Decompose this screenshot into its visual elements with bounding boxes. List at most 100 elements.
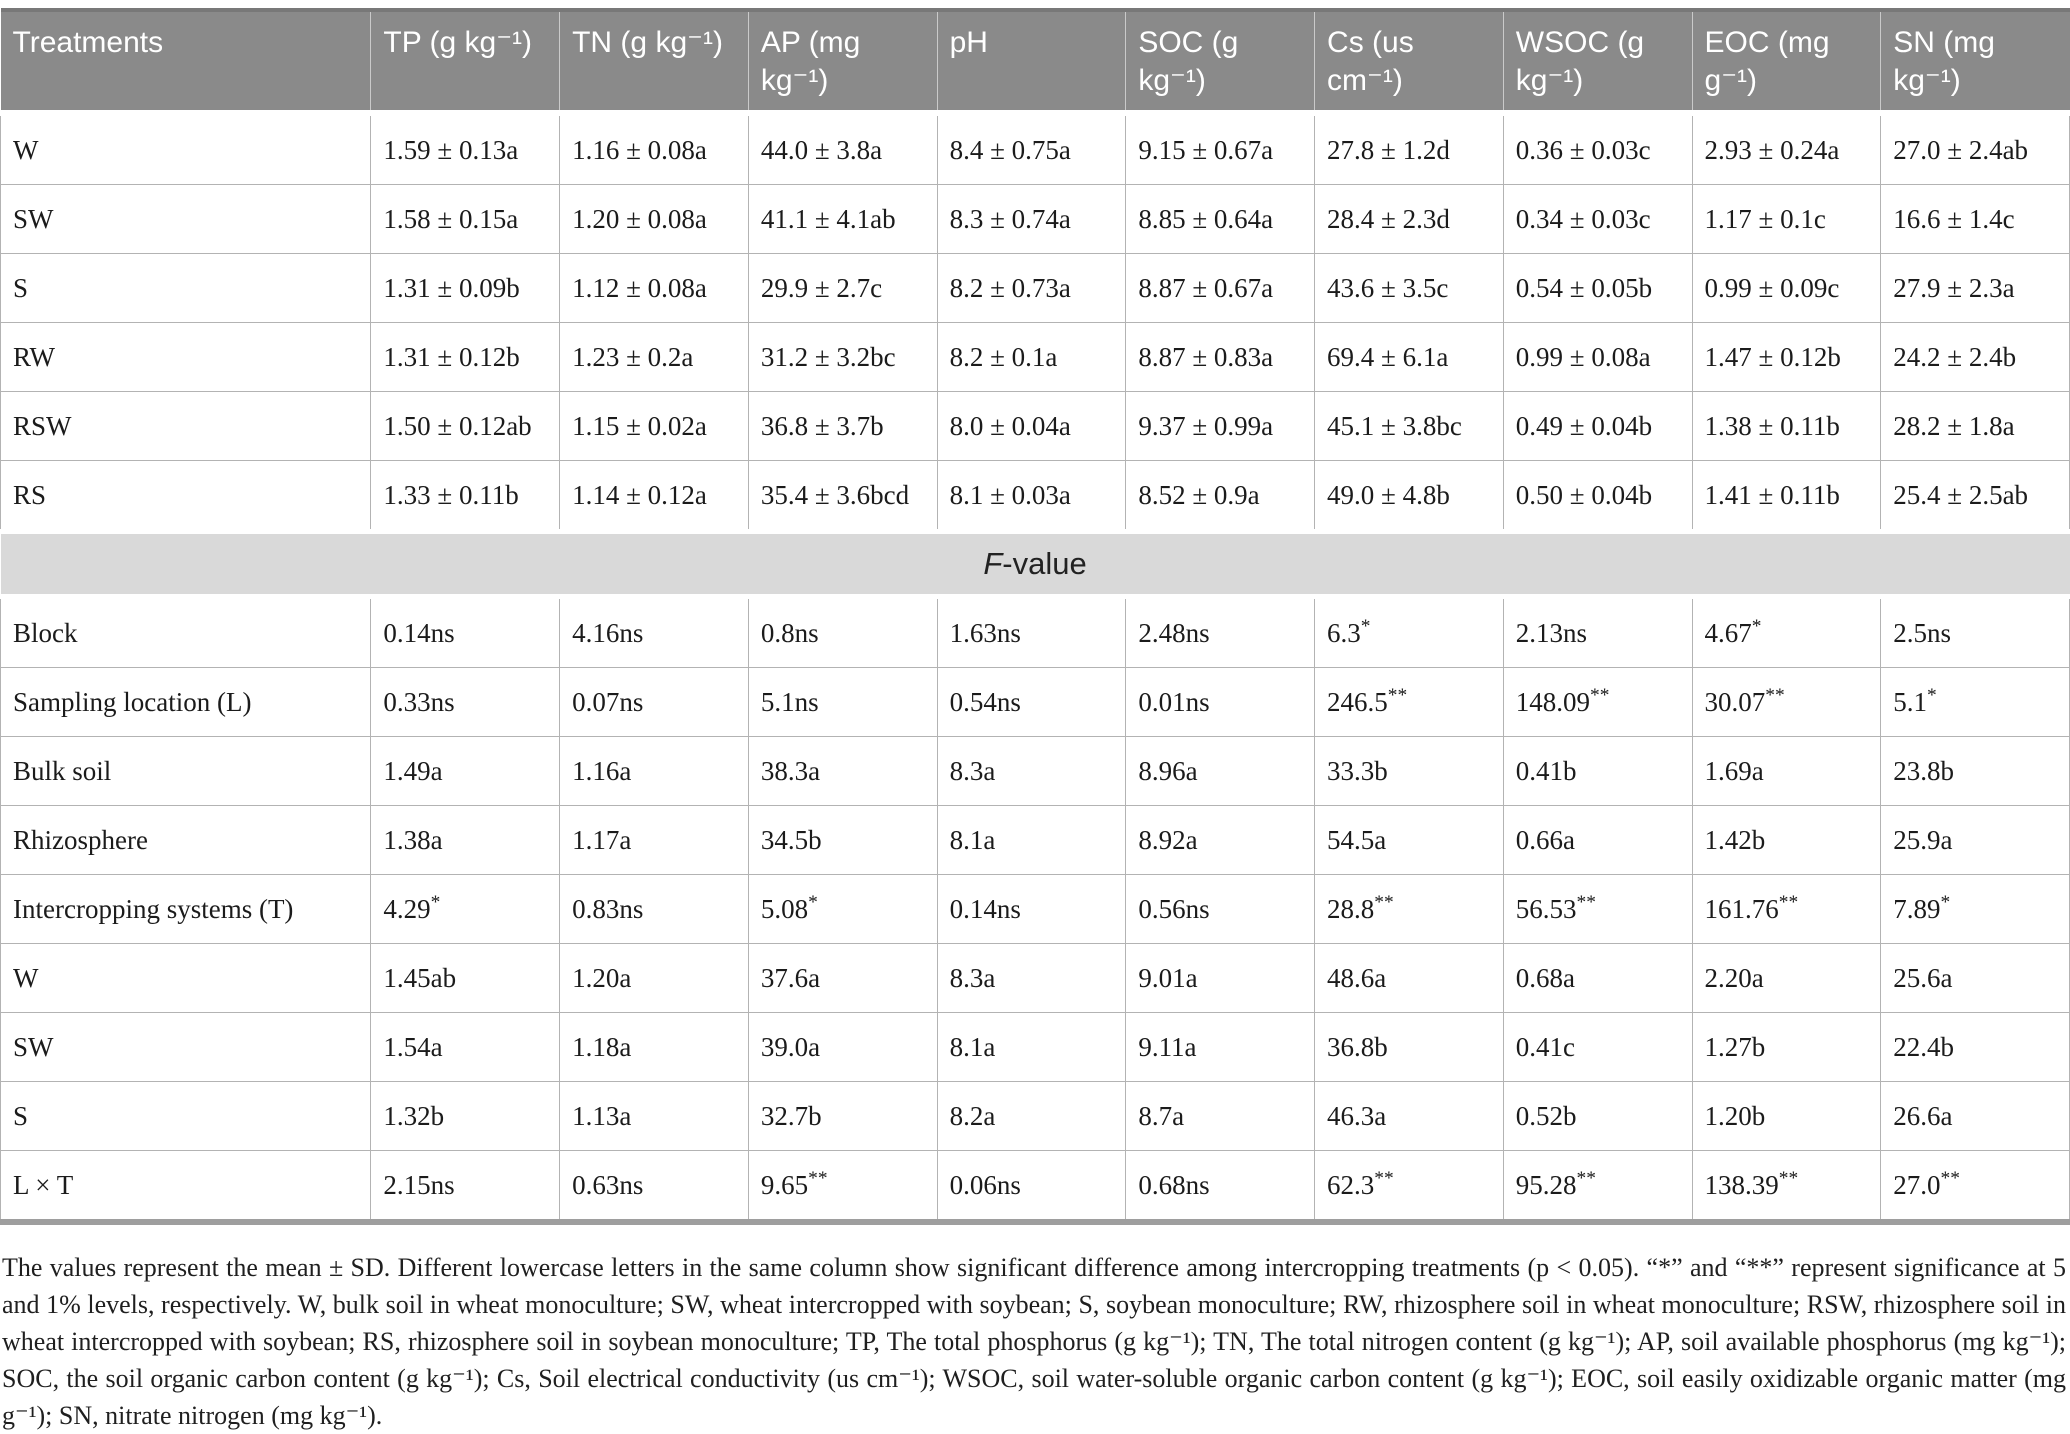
table-cell: 1.31 ± 0.09b: [370, 253, 561, 323]
table-cell: 0.56ns: [1125, 874, 1316, 944]
table-cell: 27.0 ± 2.4ab: [1880, 112, 2070, 185]
table-cell: 35.4 ± 3.6bcd: [747, 460, 938, 532]
table-cell: 28.8**: [1314, 874, 1504, 944]
table-cell: 62.3**: [1314, 1150, 1504, 1223]
header-cell: SN (mg kg⁻¹): [1880, 8, 2070, 116]
table-cell: 32.7b: [747, 1081, 938, 1151]
table-cell: 34.5b: [747, 805, 938, 875]
table-cell: 8.1a: [936, 805, 1127, 875]
table-cell: 41.1 ± 4.1ab: [747, 184, 938, 254]
table-cell: 8.3a: [936, 736, 1127, 806]
table-cell: 0.54ns: [936, 667, 1127, 737]
header-cell: TN (g kg⁻¹): [559, 8, 749, 116]
table-cell: 9.01a: [1125, 943, 1316, 1013]
table-cell: 9.11a: [1125, 1012, 1316, 1082]
table-cell: 0.07ns: [559, 667, 749, 737]
fvalue-section-cell: F-value: [0, 529, 2070, 599]
table-cell: 0.68a: [1502, 943, 1693, 1013]
header-cell: EOC (mg g⁻¹): [1691, 8, 1881, 116]
table-cell: 161.76**: [1691, 874, 1882, 944]
fvalue-label-rest: -value: [1002, 546, 1087, 581]
table-cell: 2.20a: [1691, 943, 1882, 1013]
table-cell: 25.4 ± 2.5ab: [1880, 460, 2070, 532]
table-row: S 1.31 ± 0.09b 1.12 ± 0.08a 29.9 ± 2.7c 8.2 …: [0, 253, 2070, 323]
header-cell: TP (g kg⁻¹): [370, 8, 560, 116]
table-cell: 8.1 ± 0.03a: [936, 460, 1127, 532]
fvalue-label-italic: F: [983, 546, 1003, 581]
table-cell: 1.23 ± 0.2a: [559, 322, 749, 392]
table-cell: 37.6a: [747, 943, 938, 1013]
table-cell: 1.69a: [1691, 736, 1882, 806]
table-cell: 46.3a: [1314, 1081, 1504, 1151]
table-cell: 54.5a: [1314, 805, 1504, 875]
table-cell: 39.0a: [747, 1012, 938, 1082]
table-cell: 1.20b: [1691, 1081, 1882, 1151]
table-cell: 30.07**: [1691, 667, 1882, 737]
table-cell: 44.0 ± 3.8a: [747, 112, 938, 185]
table-cell: 69.4 ± 6.1a: [1314, 322, 1504, 392]
table-cell: 0.14ns: [936, 874, 1127, 944]
table-cell: 22.4b: [1880, 1012, 2070, 1082]
table-cell: 7.89*: [1880, 874, 2070, 944]
table-cell: 0.36 ± 0.03c: [1502, 112, 1693, 185]
table-cell: 0.06ns: [936, 1150, 1127, 1223]
header-cell: SOC (g kg⁻¹): [1125, 8, 1315, 116]
table-cell: 27.0**: [1880, 1150, 2070, 1223]
table-cell: 246.5**: [1314, 667, 1504, 737]
header-cell: WSOC (g kg⁻¹): [1502, 8, 1693, 116]
header-cell: pH: [936, 8, 1126, 116]
fvalue-section: F-value: [0, 529, 2070, 599]
table-header: Treatments TP (g kg⁻¹) TN (g kg⁻¹) AP (mg k…: [0, 8, 2070, 116]
table-cell: 8.2 ± 0.73a: [936, 253, 1127, 323]
table-cell: 8.3a: [936, 943, 1127, 1013]
row-label: RS: [0, 460, 372, 532]
table-cell: 28.2 ± 1.8a: [1880, 391, 2070, 461]
table-cell: 1.50 ± 0.12ab: [370, 391, 561, 461]
table-cell: 8.96a: [1125, 736, 1316, 806]
table-cell: 8.0 ± 0.04a: [936, 391, 1127, 461]
table-cell: 9.37 ± 0.99a: [1125, 391, 1316, 461]
table-cell: 0.66a: [1502, 805, 1693, 875]
table-cell: 0.01ns: [1125, 667, 1316, 737]
fvalue-rows-body: Block 0.14ns 4.16ns 0.8ns 1.63ns 2.48ns 6.3* 2.…: [0, 596, 2070, 1223]
table-cell: 8.7a: [1125, 1081, 1316, 1151]
table-cell: 1.49a: [370, 736, 561, 806]
table-row: Intercropping systems (T) 4.29* 0.83ns 5.08…: [0, 874, 2070, 944]
row-label: Rhizosphere: [0, 805, 372, 875]
table-cell: 1.45ab: [370, 943, 561, 1013]
table-cell: 4.16ns: [559, 596, 749, 668]
table-cell: 36.8b: [1314, 1012, 1504, 1082]
table-cell: 6.3*: [1314, 596, 1504, 668]
table-cell: 27.9 ± 2.3a: [1880, 253, 2070, 323]
table-cell: 1.58 ± 0.15a: [370, 184, 561, 254]
table-cell: 148.09**: [1502, 667, 1693, 737]
table-cell: 0.83ns: [559, 874, 749, 944]
table-cell: 1.17a: [559, 805, 749, 875]
row-label: W: [0, 112, 372, 185]
table-cell: 2.13ns: [1502, 596, 1693, 668]
table-row: RSW 1.50 ± 0.12ab 1.15 ± 0.02a 36.8 ± 3.7b 8…: [0, 391, 2070, 461]
table-cell: 0.14ns: [370, 596, 561, 668]
table-cell: 1.32b: [370, 1081, 561, 1151]
table-cell: 0.54 ± 0.05b: [1502, 253, 1693, 323]
row-label: W: [0, 943, 372, 1013]
table-cell: 43.6 ± 3.5c: [1314, 253, 1504, 323]
table-cell: 8.3 ± 0.74a: [936, 184, 1127, 254]
table-cell: 1.27b: [1691, 1012, 1882, 1082]
row-label: RSW: [0, 391, 372, 461]
table-cell: 2.48ns: [1125, 596, 1316, 668]
table-cell: 1.47 ± 0.12b: [1691, 322, 1882, 392]
table-cell: 0.49 ± 0.04b: [1502, 391, 1693, 461]
table-cell: 0.99 ± 0.09c: [1691, 253, 1882, 323]
header-cell-treatments: Treatments: [0, 8, 371, 116]
header-cell: AP (mg kg⁻¹): [747, 8, 938, 116]
table-cell: 9.65**: [747, 1150, 938, 1223]
table-row: W 1.59 ± 0.13a 1.16 ± 0.08a 44.0 ± 3.8a 8.4 …: [0, 112, 2070, 185]
table-cell: 1.16 ± 0.08a: [559, 112, 749, 185]
row-label: L × T: [0, 1150, 372, 1223]
table-row: Bulk soil 1.49a 1.16a 38.3a 8.3a 8.96a 33.3b 0.…: [0, 736, 2070, 806]
table-cell: 31.2 ± 3.2bc: [747, 322, 938, 392]
table-row: Sampling location (L) 0.33ns 0.07ns 5.1ns 0.…: [0, 667, 2070, 737]
table-cell: 0.33ns: [370, 667, 561, 737]
table-cell: 8.92a: [1125, 805, 1316, 875]
